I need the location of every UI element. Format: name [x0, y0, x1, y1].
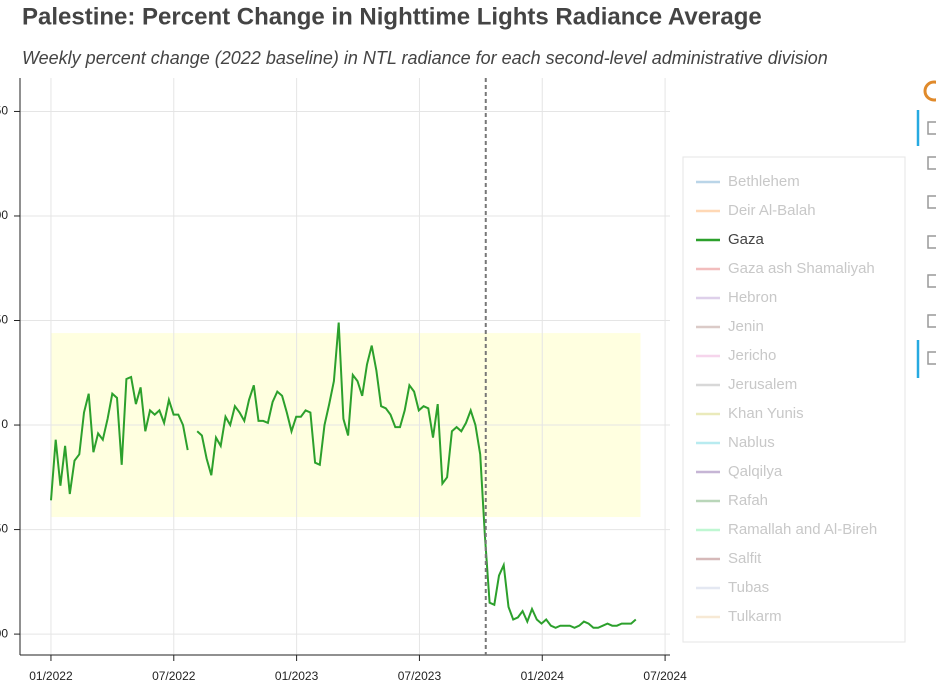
legend-label[interactable]: Gaza ash Shamaliyah [728, 260, 875, 277]
legend-label[interactable]: Ramallah and Al-Bireh [728, 521, 877, 538]
tool-reset[interactable] [927, 274, 936, 288]
tool-pan[interactable] [927, 121, 936, 135]
legend-label[interactable]: Tulkarm [728, 608, 782, 625]
legend-label[interactable]: Jericho [728, 347, 776, 364]
legend-label[interactable]: Khan Yunis [728, 405, 804, 422]
legend-box [682, 156, 906, 643]
legend-label[interactable]: Gaza [728, 231, 765, 248]
x-tick-label: 01/2024 [521, 669, 565, 683]
legend-label[interactable]: Salfit [728, 550, 762, 567]
y-tick-label: -100 [0, 626, 8, 640]
legend-label[interactable]: Rafah [728, 492, 768, 509]
x-tick-label: 07/2022 [152, 669, 196, 683]
x-tick-label: 01/2022 [29, 669, 73, 683]
legend-label[interactable]: Jenin [728, 318, 764, 335]
y-tick-label: 150 [0, 104, 8, 118]
plot-area: -100 -50 0 50 100 150 01/2022 07/2022 01/2023 07/… [0, 78, 687, 683]
chart-subtitle: Weekly percent change (2022 baseline) in… [22, 48, 828, 68]
legend-label[interactable]: Qalqilya [728, 463, 783, 480]
legend-label[interactable]: Bethlehem [728, 173, 800, 190]
tool-save[interactable] [927, 235, 936, 249]
y-tick-label: -50 [0, 522, 8, 536]
y-tick-label: 50 [0, 313, 8, 327]
tool-wheel-zoom[interactable] [927, 195, 936, 209]
tool-help[interactable] [927, 314, 936, 328]
series-line [196, 322, 637, 629]
y-tick-label: 100 [0, 208, 8, 222]
legend-label[interactable]: Nablus [728, 434, 775, 451]
tool-box-zoom[interactable] [927, 156, 936, 170]
toolbar-logo [923, 80, 936, 102]
toolbar [916, 80, 936, 378]
legend-label[interactable]: Jerusalem [728, 376, 797, 393]
legend: Bethlehem Deir Al-Balah Gaza Gaza ash Shama… [696, 173, 877, 625]
series-line [50, 375, 189, 501]
legend-label[interactable]: Deir Al-Balah [728, 202, 816, 219]
chart-title: Palestine: Percent Change in Nighttime L… [22, 3, 762, 30]
legend-label[interactable]: Hebron [728, 289, 777, 306]
x-tick-label: 01/2023 [275, 669, 319, 683]
legend-label[interactable]: Tubas [728, 579, 769, 596]
x-tick-label: 07/2024 [643, 669, 687, 683]
y-tick-label: 0 [1, 417, 8, 431]
tool-hover[interactable] [927, 351, 936, 365]
x-tick-label: 07/2023 [398, 669, 442, 683]
